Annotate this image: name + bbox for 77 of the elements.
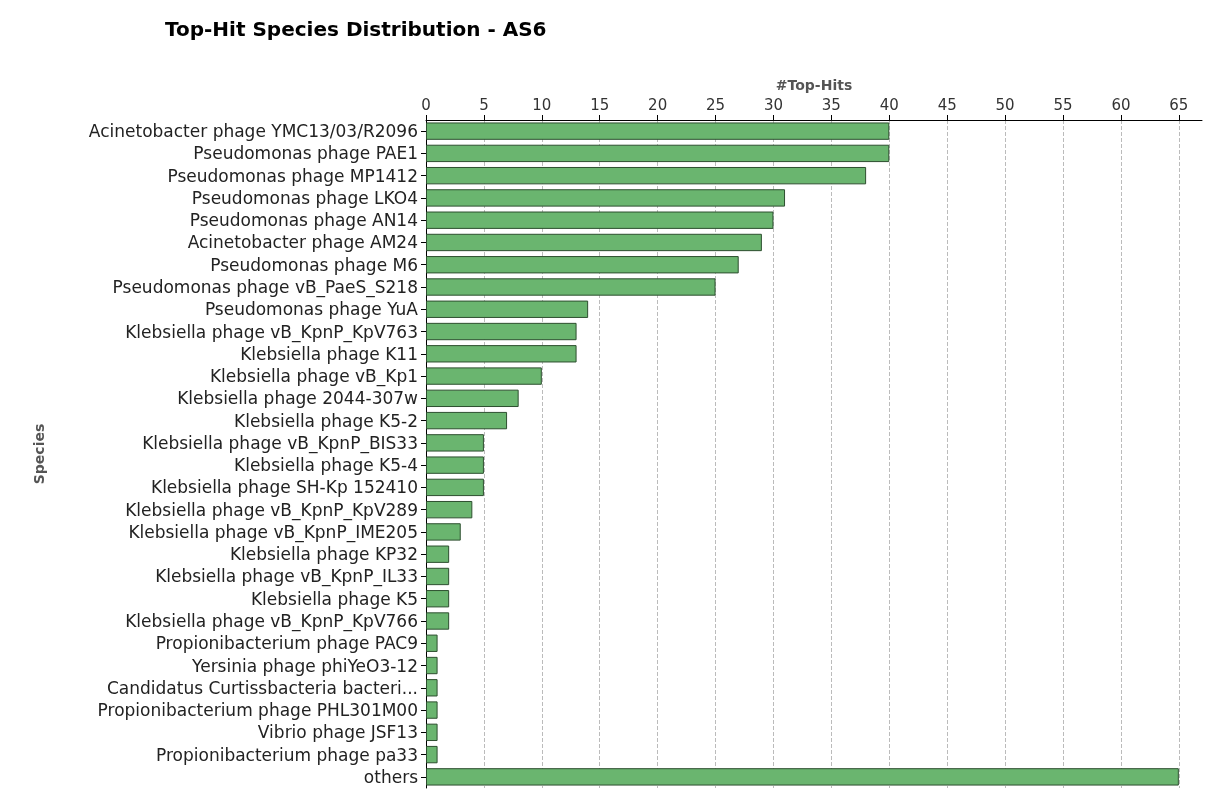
bar <box>426 300 589 318</box>
y-tick-label: Pseudomonas phage MP1412 <box>167 165 418 186</box>
bar <box>426 656 438 675</box>
bar <box>426 322 577 341</box>
bar <box>426 567 450 586</box>
bar <box>426 500 473 519</box>
x-tick-label: 0 <box>421 95 431 114</box>
y-tick-label: Klebsiella phage vB_Kp1 <box>209 366 418 388</box>
bar <box>426 233 762 252</box>
bar <box>426 211 774 229</box>
x-tick-label: 15 <box>590 95 610 114</box>
bar <box>426 389 519 408</box>
y-tick-label: Pseudomonas phage LKO4 <box>191 187 418 208</box>
y-tick-label: Klebsiella phage vB_KpnP_KpV766 <box>125 611 418 632</box>
x-tick-label: 45 <box>937 95 957 114</box>
bar <box>426 345 577 363</box>
x-tick-label: 50 <box>995 95 1015 114</box>
bar <box>426 434 484 452</box>
y-tick-label: Acinetobacter phage YMC13/03/R2096 <box>88 121 418 142</box>
y-tick-label: Klebsiella phage vB_KpnP_KpV289 <box>125 499 418 521</box>
y-tick-label: Klebsiella phage KP32 <box>229 544 418 565</box>
bar <box>426 122 890 140</box>
bar <box>426 144 890 163</box>
x-tick-label: 5 <box>479 95 489 114</box>
x-tick-label: 65 <box>1169 95 1189 114</box>
y-tick-label: Pseudomonas phage YuA <box>204 299 419 320</box>
bar <box>426 367 542 385</box>
x-tick-label: 40 <box>879 95 899 114</box>
y-tick-label: others <box>363 766 419 787</box>
bar <box>426 745 438 764</box>
bar <box>426 278 716 296</box>
x-tick-label: 10 <box>532 95 552 114</box>
y-tick-label: Vibrio phage JSF13 <box>257 722 418 743</box>
y-tick-label: Klebsiella phage K5-4 <box>234 455 418 476</box>
bar <box>426 478 484 497</box>
x-tick-label: 30 <box>763 95 784 114</box>
y-tick-label: Pseudomonas phage AN14 <box>189 210 418 231</box>
bar <box>426 590 450 608</box>
y-tick-label: Yersinia phage phiYeO3-12 <box>191 655 418 676</box>
x-tick-label: 20 <box>648 95 668 114</box>
x-axis-title: #Top-Hits <box>775 77 853 94</box>
bar <box>426 189 786 207</box>
y-tick-label: Propionibacterium phage PHL301M00 <box>97 700 418 721</box>
y-tick-label: Klebsiella phage 2044-307w <box>177 388 419 409</box>
bar <box>426 456 484 474</box>
y-tick-label: Acinetobacter phage AM24 <box>187 232 418 253</box>
bar <box>426 723 438 742</box>
chart-title: Top-Hit Species Distribution - AS6 <box>165 17 547 41</box>
bar <box>426 679 438 697</box>
x-tick-label: 55 <box>1053 95 1073 114</box>
y-tick-label: Pseudomonas phage vB_PaeS_S218 <box>112 277 418 298</box>
bar <box>426 634 438 652</box>
bar <box>426 166 867 185</box>
y-tick-label: Klebsiella phage SH-Kp 152410 <box>150 477 418 498</box>
y-tick-label: Propionibacterium phage PAC9 <box>155 633 418 654</box>
y-tick-label: Klebsiella phage vB_KpnP_IME205 <box>128 521 418 543</box>
y-tick-label: Klebsiella phage vB_KpnP_IL33 <box>155 566 418 588</box>
bar <box>426 545 450 563</box>
x-tick-label: 60 <box>1111 95 1131 114</box>
bar <box>426 768 1179 786</box>
bar <box>426 612 450 630</box>
y-tick-label: Pseudomonas phage PAE1 <box>193 143 418 164</box>
y-tick-label: Pseudomonas phage M6 <box>210 254 418 275</box>
bar <box>426 411 508 430</box>
y-tick-label: Klebsiella phage vB_KpnP_KpV763 <box>125 321 418 343</box>
y-tick-label: Klebsiella phage K5-2 <box>234 410 418 431</box>
x-tick-label: 25 <box>706 95 726 114</box>
bar <box>426 701 438 719</box>
y-axis-title: Species <box>31 423 47 485</box>
bar <box>426 256 739 274</box>
bar <box>426 523 461 541</box>
y-tick-label: Klebsiella phage vB_KpnP_BIS33 <box>142 432 418 454</box>
y-tick-label: Candidatus Curtissbacteria bacteri... <box>106 677 418 698</box>
y-tick-label: Klebsiella phage K5 <box>250 588 418 609</box>
y-tick-label: Propionibacterium phage pa33 <box>156 744 418 765</box>
x-tick-label: 35 <box>821 95 841 114</box>
y-tick-label: Klebsiella phage K11 <box>240 343 418 364</box>
